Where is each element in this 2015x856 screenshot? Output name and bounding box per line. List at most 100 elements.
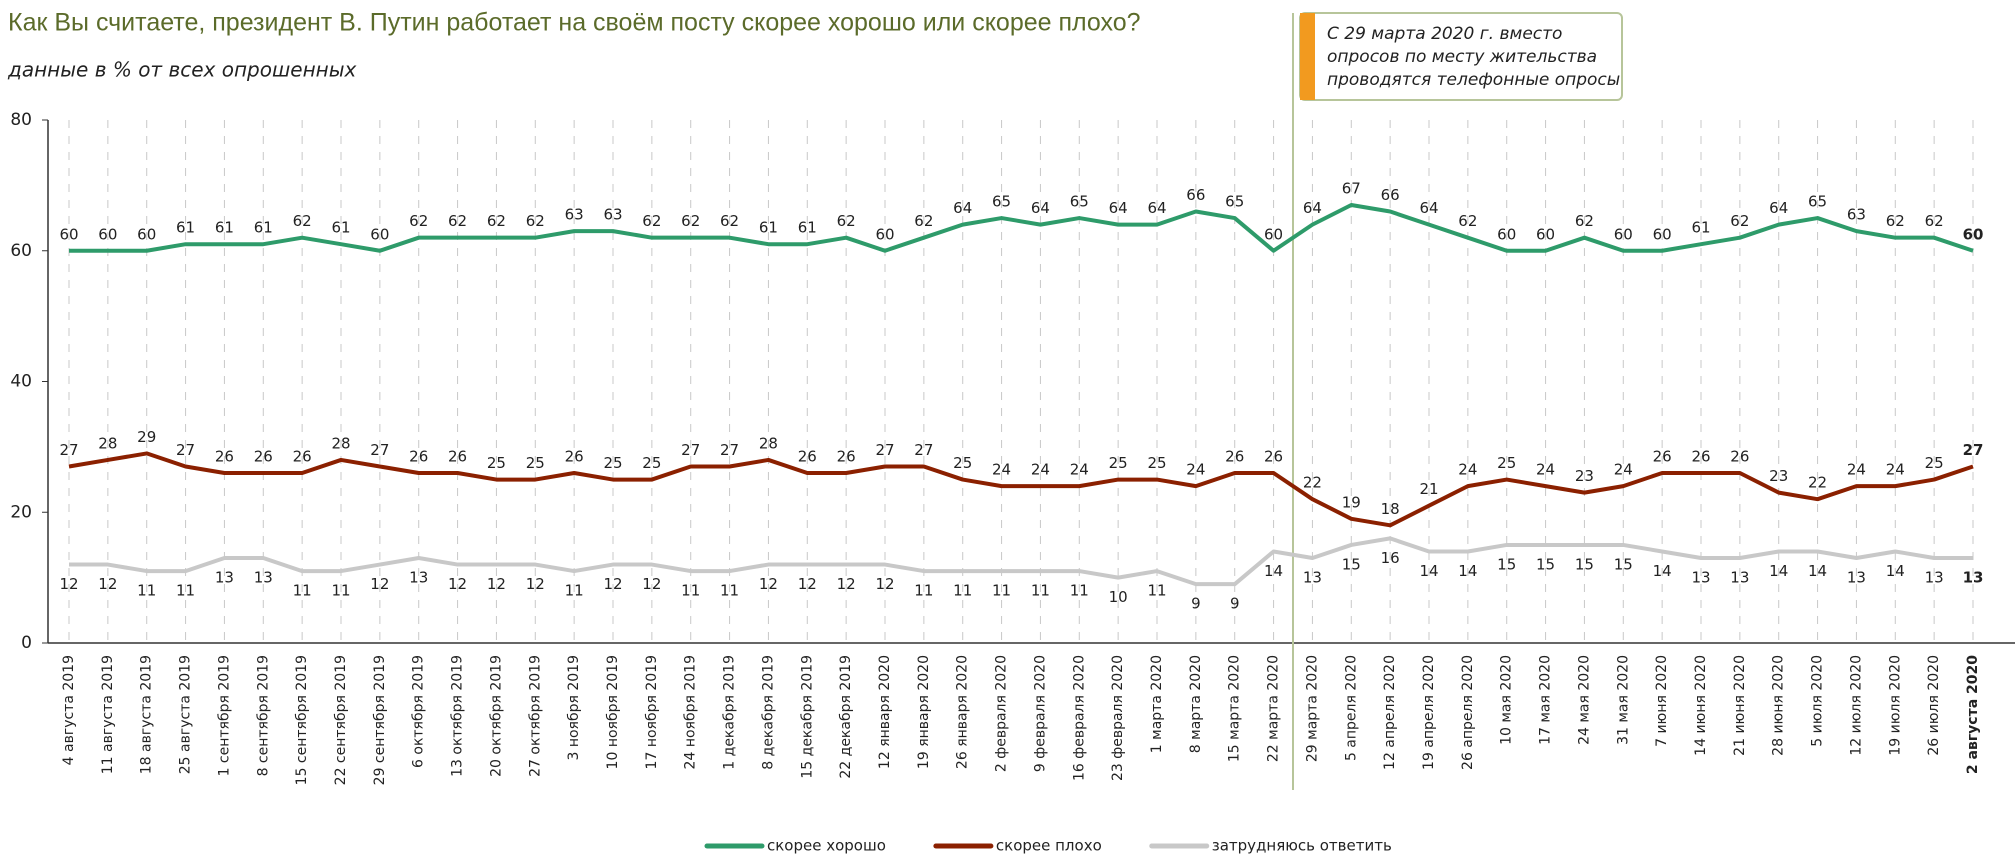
x-tick-label: 8 марта 2020 [1188,655,1204,753]
x-tick-label: 18 августа 2019 [139,655,155,774]
value-label: 25 [1497,454,1516,472]
value-label: 11 [1031,582,1050,600]
x-tick-label: 2 августа 2020 [1965,655,1981,774]
value-label: 27 [59,441,78,459]
x-tick-label: 23 февраля 2020 [1110,655,1126,781]
value-label: 18 [1381,500,1400,518]
value-label: 14 [1808,562,1827,580]
x-tick-label: 21 июня 2020 [1732,655,1748,756]
value-label: 63 [1847,206,1866,224]
annotation-line: опросов по месту жительства [1327,47,1597,67]
value-label: 62 [1730,212,1749,230]
value-label: 64 [1109,199,1128,217]
x-tick-label: 26 апреля 2020 [1460,655,1476,770]
value-label: 62 [914,212,933,230]
value-label: 60 [1536,225,1555,243]
legend-label: скорее хорошо [767,837,886,855]
value-label: 25 [1925,454,1944,472]
value-label: 27 [875,441,894,459]
x-tick-label: 2 февраля 2020 [994,655,1010,772]
x-tick-label: 12 июля 2020 [1848,655,1864,756]
value-label: 13 [1925,569,1944,587]
value-label: 15 [1536,555,1555,573]
value-label: 65 [992,193,1011,211]
value-label: 60 [59,225,78,243]
y-tick-label: 60 [10,241,32,261]
value-label: 14 [1419,562,1438,580]
value-label: 12 [759,575,778,593]
value-label: 60 [370,225,389,243]
value-label: 28 [331,434,350,452]
value-label: 28 [98,434,117,452]
value-label: 62 [293,212,312,230]
x-tick-label: 24 мая 2020 [1576,655,1592,745]
value-label: 66 [1186,186,1205,204]
value-label: 12 [487,575,506,593]
annotation-accent [1300,13,1315,100]
value-label: 28 [759,434,778,452]
value-label: 9 [1191,595,1201,613]
value-label: 60 [1264,225,1283,243]
value-label: 11 [1070,582,1089,600]
value-label: 12 [642,575,661,593]
value-label: 25 [526,454,545,472]
value-label: 25 [953,454,972,472]
annotation-line: С 29 марта 2020 г. вместо [1327,24,1562,44]
x-tick-label: 3 ноября 2019 [566,655,582,761]
value-label: 60 [1614,225,1633,243]
y-tick-label: 0 [21,633,32,653]
x-tick-label: 15 декабря 2019 [799,655,815,779]
x-tick-label: 22 сентября 2019 [333,655,349,785]
value-label: 11 [953,582,972,600]
value-label: 12 [448,575,467,593]
value-label: 23 [1769,467,1788,485]
value-label: 14 [1458,562,1477,580]
value-label: 26 [1264,448,1283,466]
value-label: 24 [1886,461,1905,479]
value-label: 25 [487,454,506,472]
value-label: 26 [448,448,467,466]
x-tick-label: 16 февраля 2020 [1071,655,1087,781]
x-tick-label: 10 ноября 2019 [605,655,621,769]
x-tick-label: 29 сентября 2019 [372,655,388,785]
x-tick-label: 1 марта 2020 [1149,655,1165,753]
value-label: 24 [1031,461,1050,479]
value-label: 11 [137,582,156,600]
x-tick-label: 13 октября 2019 [450,655,466,777]
value-label: 11 [565,582,584,600]
value-label: 63 [565,206,584,224]
value-label: 10 [1109,588,1128,606]
value-label: 61 [798,219,817,237]
value-label: 13 [1303,569,1322,587]
x-tick-label: 15 сентября 2019 [294,655,310,785]
value-label: 11 [176,582,195,600]
value-label: 26 [1691,448,1710,466]
value-label: 19 [1342,493,1361,511]
legend-label: затрудняюсь ответить [1212,837,1392,855]
x-tick-label: 26 июля 2020 [1926,655,1942,756]
x-tick-label: 19 января 2020 [916,655,932,769]
value-label: 13 [1847,569,1866,587]
value-label: 62 [1925,212,1944,230]
value-label: 62 [409,212,428,230]
value-label: 60 [1497,225,1516,243]
value-label: 62 [681,212,700,230]
x-tick-label: 15 марта 2020 [1227,655,1243,762]
x-tick-label: 4 августа 2019 [61,655,77,765]
value-label: 13 [409,569,428,587]
y-tick-label: 80 [10,110,32,130]
value-label: 25 [642,454,661,472]
value-label: 12 [875,575,894,593]
value-label: 13 [1691,569,1710,587]
x-tick-label: 1 декабря 2019 [722,655,738,770]
value-label: 64 [1031,199,1050,217]
value-label: 62 [837,212,856,230]
value-label: 24 [992,461,1011,479]
value-label: 64 [1303,199,1322,217]
x-tick-label: 5 июля 2020 [1810,655,1826,747]
value-label: 24 [1458,461,1477,479]
value-label: 66 [1381,186,1400,204]
value-label: 24 [1186,461,1205,479]
x-tick-label: 31 мая 2020 [1615,655,1631,745]
